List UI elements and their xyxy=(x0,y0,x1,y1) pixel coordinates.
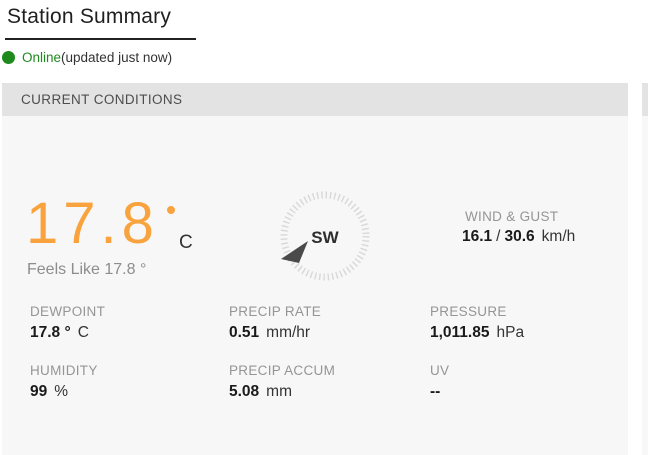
metric-value: 1,011.85 hPa xyxy=(430,324,524,342)
metric-number: 0.51 xyxy=(229,324,260,341)
metric-label: PRECIP RATE xyxy=(229,304,322,319)
metric-number: 99 xyxy=(30,383,48,400)
metric-value: 99% xyxy=(30,383,98,401)
metric-value: 17.8 ° C xyxy=(30,324,105,342)
page-title: Station Summary xyxy=(7,5,172,28)
current-conditions-card: CURRENT CONDITIONS xyxy=(2,83,628,455)
metric-label: PRESSURE xyxy=(430,304,507,319)
metric-precip-rate: PRECIP RATE 0.51 mm/hr xyxy=(229,304,321,342)
metric-label: PRECIP ACCUM xyxy=(229,363,336,378)
card-header: CURRENT CONDITIONS xyxy=(2,83,628,116)
metric-unit: C xyxy=(77,324,89,341)
wind-compass-dial: SW xyxy=(280,191,370,281)
title-underline xyxy=(5,38,196,40)
gust-speed: 30.6 xyxy=(504,228,535,245)
metric-unit: mm xyxy=(266,383,292,400)
wind-direction-label: SW xyxy=(311,228,339,247)
online-status-dot xyxy=(2,51,15,64)
compass-tick-ring xyxy=(280,191,370,281)
metric-pressure: PRESSURE 1,011.85 hPa xyxy=(430,304,524,342)
metric-number: 5.08 xyxy=(229,383,260,400)
status-updated-text: (updated just now) xyxy=(61,50,173,65)
metric-label: HUMIDITY xyxy=(30,363,98,378)
wind-gust-label: WIND & GUST xyxy=(465,209,559,224)
metric-label: DEWPOINT xyxy=(30,304,106,319)
metric-label: UV xyxy=(430,363,450,378)
feels-like-text: Feels Like 17.8 ° xyxy=(27,261,147,278)
metric-unit: hPa xyxy=(496,324,525,341)
metric-unit: mm/hr xyxy=(266,324,311,341)
metric-uv: UV -- xyxy=(430,363,449,401)
wind-gust-block: WIND & GUST 16.1/30.6 km/h xyxy=(462,209,575,246)
temperature-unit: C xyxy=(179,232,193,253)
wind-direction-arrow-icon xyxy=(281,241,308,263)
metric-value: 0.51 mm/hr xyxy=(229,324,321,342)
degree-symbol-icon xyxy=(167,206,175,214)
temperature-value: 17.8 xyxy=(26,191,159,256)
wind-speed: 16.1 xyxy=(462,228,493,245)
adjacent-card-sliver xyxy=(642,83,648,455)
wind-unit: km/h xyxy=(541,228,576,245)
station-status: Online (updated just now) xyxy=(2,50,172,65)
wind-gust-separator: / xyxy=(496,228,501,245)
status-online-label: Online xyxy=(22,50,62,65)
metric-value: -- xyxy=(430,383,449,401)
metric-number: -- xyxy=(430,383,441,400)
metric-dewpoint: DEWPOINT 17.8 ° C xyxy=(30,304,105,342)
metric-humidity: HUMIDITY 99% xyxy=(30,363,98,401)
metric-number: 1,011.85 xyxy=(430,324,490,341)
metric-precip-accum: PRECIP ACCUM 5.08 mm xyxy=(229,363,335,401)
metric-number: 17.8 ° xyxy=(30,324,71,341)
adjacent-card-header xyxy=(642,83,648,116)
metric-unit: % xyxy=(54,383,69,400)
wind-gust-value: 16.1/30.6 km/h xyxy=(462,228,575,246)
metric-value: 5.08 mm xyxy=(229,383,335,401)
